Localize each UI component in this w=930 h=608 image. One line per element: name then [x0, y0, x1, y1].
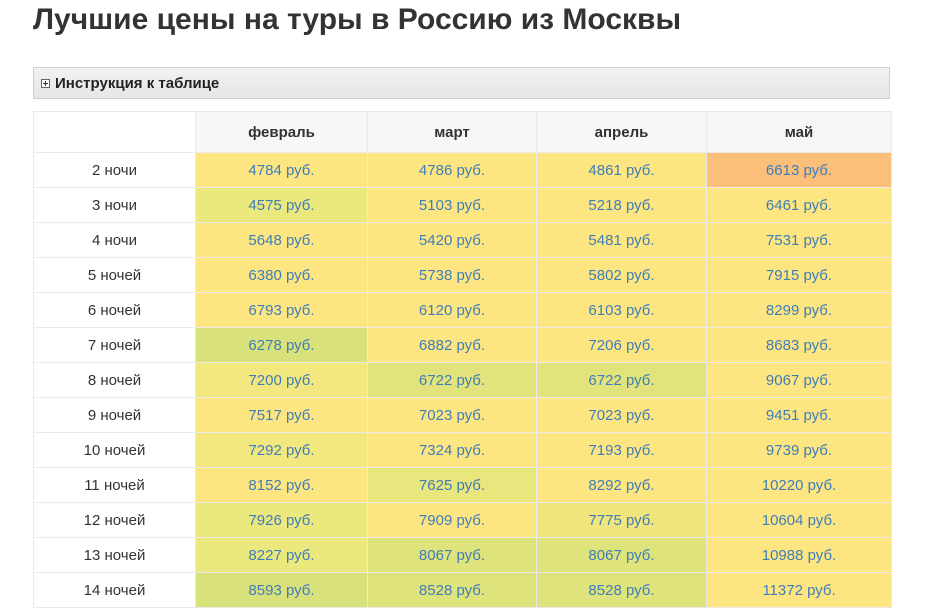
price-cell-may[interactable]: 7915 руб. [706, 257, 892, 293]
price-cell-march[interactable]: 6120 руб. [367, 292, 537, 328]
price-cell-may[interactable]: 11372 руб. [706, 572, 892, 608]
price-cell-february[interactable]: 6793 руб. [195, 292, 368, 328]
price-cell-march[interactable]: 5103 руб. [367, 187, 537, 223]
table-row: 5 ночей 6380 руб. 5738 руб. 5802 руб. 7915 р… [33, 257, 892, 293]
row-label-nights: 8 ночей [33, 362, 196, 398]
price-cell-march[interactable]: 8528 руб. [367, 572, 537, 608]
price-cell-may[interactable]: 6461 руб. [706, 187, 892, 223]
price-cell-april[interactable]: 5481 руб. [536, 222, 707, 258]
instructions-label: Инструкция к таблице [55, 74, 220, 92]
price-cell-april[interactable]: 8067 руб. [536, 537, 707, 573]
row-label-nights: 14 ночей [33, 572, 196, 608]
column-header-march: март [367, 111, 537, 153]
row-label-nights: 12 ночей [33, 502, 196, 538]
row-label-nights: 10 ночей [33, 432, 196, 468]
price-cell-may[interactable]: 9451 руб. [706, 397, 892, 433]
row-label-nights: 5 ночей [33, 257, 196, 293]
price-cell-april[interactable]: 7193 руб. [536, 432, 707, 468]
price-cell-february[interactable]: 7292 руб. [195, 432, 368, 468]
price-cell-february[interactable]: 7926 руб. [195, 502, 368, 538]
row-label-nights: 2 ночи [33, 152, 196, 188]
price-cell-february[interactable]: 4784 руб. [195, 152, 368, 188]
price-cell-april[interactable]: 6722 руб. [536, 362, 707, 398]
price-cell-march[interactable]: 8067 руб. [367, 537, 537, 573]
table-row: 9 ночей 7517 руб. 7023 руб. 7023 руб. 9451 р… [33, 397, 892, 433]
price-cell-april[interactable]: 8528 руб. [536, 572, 707, 608]
price-cell-may[interactable]: 9739 руб. [706, 432, 892, 468]
expand-plus-icon[interactable] [41, 78, 50, 88]
table-row: 2 ночи 4784 руб. 4786 руб. 4861 руб. 6613 ру… [33, 152, 892, 188]
price-cell-march[interactable]: 5738 руб. [367, 257, 537, 293]
price-cell-may[interactable]: 6613 руб. [706, 152, 892, 188]
price-cell-april[interactable]: 7775 руб. [536, 502, 707, 538]
instructions-toggle[interactable]: Инструкция к таблице [33, 67, 890, 99]
header-corner [33, 111, 196, 153]
price-cell-february[interactable]: 4575 руб. [195, 187, 368, 223]
table-row: 11 ночей 8152 руб. 7625 руб. 8292 руб. 10220… [33, 467, 892, 503]
price-cell-april[interactable]: 7206 руб. [536, 327, 707, 363]
table-row: 12 ночей 7926 руб. 7909 руб. 7775 руб. 10604… [33, 502, 892, 538]
price-cell-february[interactable]: 8152 руб. [195, 467, 368, 503]
price-cell-march[interactable]: 7324 руб. [367, 432, 537, 468]
table-row: 10 ночей 7292 руб. 7324 руб. 7193 руб. 9739 … [33, 432, 892, 468]
column-header-february: февраль [195, 111, 368, 153]
price-cell-march[interactable]: 6722 руб. [367, 362, 537, 398]
table-row: 13 ночей 8227 руб. 8067 руб. 8067 руб. 10988… [33, 537, 892, 573]
price-cell-may[interactable]: 7531 руб. [706, 222, 892, 258]
table-row: 7 ночей 6278 руб. 6882 руб. 7206 руб. 8683 р… [33, 327, 892, 363]
price-cell-february[interactable]: 8593 руб. [195, 572, 368, 608]
price-cell-march[interactable]: 7023 руб. [367, 397, 537, 433]
price-cell-may[interactable]: 9067 руб. [706, 362, 892, 398]
row-label-nights: 11 ночей [33, 467, 196, 503]
price-cell-february[interactable]: 6380 руб. [195, 257, 368, 293]
row-label-nights: 9 ночей [33, 397, 196, 433]
price-cell-may[interactable]: 10988 руб. [706, 537, 892, 573]
column-header-may: май [706, 111, 892, 153]
table-row: 8 ночей 7200 руб. 6722 руб. 6722 руб. 9067 р… [33, 362, 892, 398]
price-cell-may[interactable]: 10220 руб. [706, 467, 892, 503]
price-cell-april[interactable]: 7023 руб. [536, 397, 707, 433]
table-header-row: февраль март апрель май [33, 111, 892, 153]
price-cell-march[interactable]: 6882 руб. [367, 327, 537, 363]
price-cell-march[interactable]: 5420 руб. [367, 222, 537, 258]
price-cell-march[interactable]: 7625 руб. [367, 467, 537, 503]
price-cell-february[interactable]: 8227 руб. [195, 537, 368, 573]
row-label-nights: 13 ночей [33, 537, 196, 573]
price-cell-april[interactable]: 8292 руб. [536, 467, 707, 503]
price-cell-april[interactable]: 4861 руб. [536, 152, 707, 188]
price-cell-april[interactable]: 6103 руб. [536, 292, 707, 328]
table-row: 6 ночей 6793 руб. 6120 руб. 6103 руб. 8299 р… [33, 292, 892, 328]
row-label-nights: 3 ночи [33, 187, 196, 223]
price-cell-may[interactable]: 10604 руб. [706, 502, 892, 538]
row-label-nights: 4 ночи [33, 222, 196, 258]
table-row: 4 ночи 5648 руб. 5420 руб. 5481 руб. 7531 ру… [33, 222, 892, 258]
price-cell-february[interactable]: 6278 руб. [195, 327, 368, 363]
row-label-nights: 6 ночей [33, 292, 196, 328]
page-title: Лучшие цены на туры в Россию из Москвы [33, 3, 682, 36]
price-cell-may[interactable]: 8683 руб. [706, 327, 892, 363]
price-cell-april[interactable]: 5218 руб. [536, 187, 707, 223]
column-header-april: апрель [536, 111, 707, 153]
price-cell-february[interactable]: 5648 руб. [195, 222, 368, 258]
table-row: 3 ночи 4575 руб. 5103 руб. 5218 руб. 6461 ру… [33, 187, 892, 223]
price-table: февраль март апрель май 2 ночи 4784 руб. 4… [33, 111, 892, 608]
table-row: 14 ночей 8593 руб. 8528 руб. 8528 руб. 11372… [33, 572, 892, 608]
price-cell-february[interactable]: 7517 руб. [195, 397, 368, 433]
price-cell-february[interactable]: 7200 руб. [195, 362, 368, 398]
price-cell-april[interactable]: 5802 руб. [536, 257, 707, 293]
price-cell-march[interactable]: 7909 руб. [367, 502, 537, 538]
row-label-nights: 7 ночей [33, 327, 196, 363]
price-cell-march[interactable]: 4786 руб. [367, 152, 537, 188]
price-cell-may[interactable]: 8299 руб. [706, 292, 892, 328]
